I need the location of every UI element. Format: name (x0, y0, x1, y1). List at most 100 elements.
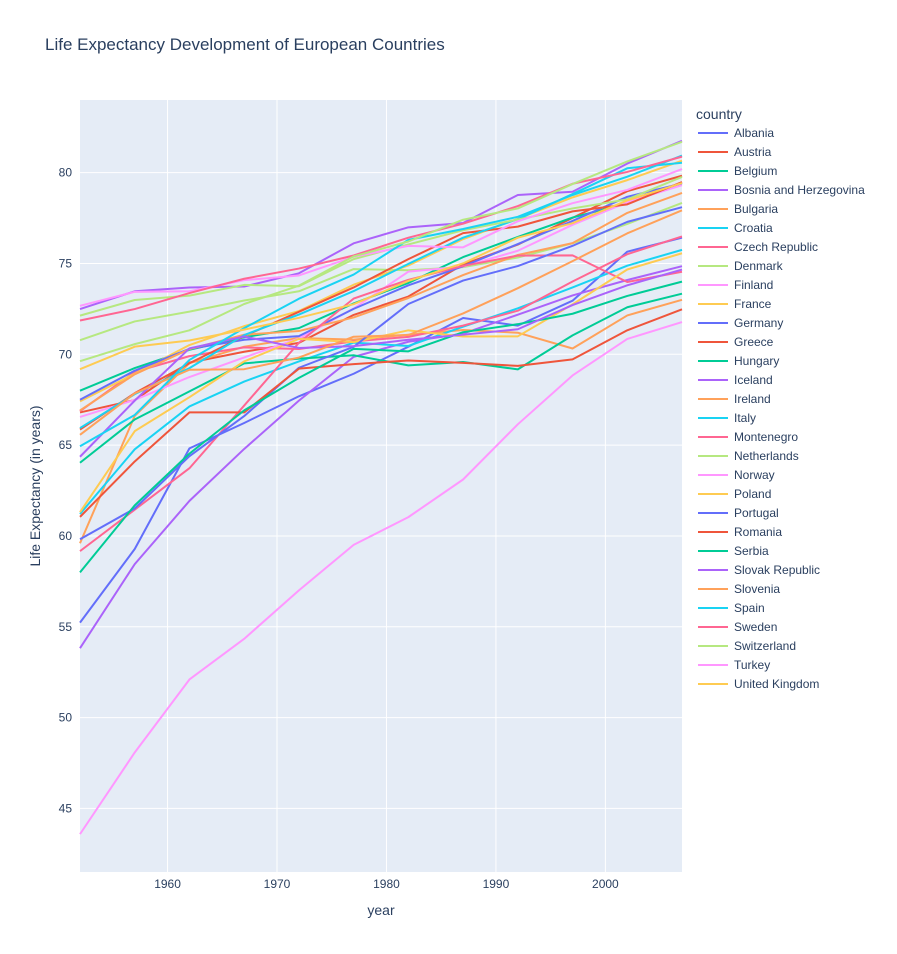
series-line-croatia (79, 248, 683, 515)
legend-item-ireland[interactable]: Ireland (698, 392, 771, 406)
legend-label: Belgium (734, 164, 777, 178)
y-tick-label: 55 (59, 620, 73, 634)
y-tick-label: 80 (59, 166, 73, 180)
legend-item-united-kingdom[interactable]: United Kingdom (698, 677, 819, 691)
legend-label: Serbia (734, 544, 769, 558)
x-tick-labels: 1960 1970 1980 1990 2000 (154, 877, 619, 891)
series-line-france (79, 159, 683, 403)
legend-item-croatia[interactable]: Croatia (698, 221, 773, 235)
series-line-norway (79, 168, 683, 307)
legend-label: Italy (734, 411, 756, 425)
legend-label: Ireland (734, 392, 771, 406)
y-tick-labels: 45 50 55 60 65 70 75 80 (59, 166, 73, 816)
legend-label: Croatia (734, 221, 773, 235)
series-line-ireland (79, 191, 683, 412)
chart-title: Life Expectancy Development of European … (45, 35, 445, 54)
legend-item-romania[interactable]: Romania (698, 525, 782, 539)
series-line-united-kingdom (79, 182, 683, 371)
legend-item-greece[interactable]: Greece (698, 335, 774, 349)
x-tick-label: 1970 (264, 877, 291, 891)
legend-item-sweden[interactable]: Sweden (698, 620, 777, 634)
x-tick-label: 1960 (154, 877, 181, 891)
series-line-slovenia (79, 209, 683, 436)
legend-label: Montenegro (734, 430, 798, 444)
legend-item-portugal[interactable]: Portugal (698, 506, 779, 520)
series-line-turkey (79, 321, 683, 835)
legend-title: country (696, 106, 742, 122)
legend-item-turkey[interactable]: Turkey (698, 658, 770, 672)
legend-label: Norway (734, 468, 775, 482)
legend-item-albania[interactable]: Albania (698, 126, 774, 140)
y-tick-label: 70 (59, 347, 73, 361)
legend-item-slovak-republic[interactable]: Slovak Republic (698, 563, 820, 577)
series-line-sweden (79, 155, 683, 322)
plot-area (80, 100, 682, 872)
legend-label: Albania (734, 126, 774, 140)
y-tick-label: 60 (59, 529, 73, 543)
y-tick-label: 65 (59, 438, 73, 452)
x-tick-label: 1990 (483, 877, 510, 891)
x-tick-label: 1980 (373, 877, 400, 891)
series-line-serbia (79, 280, 683, 573)
legend-label: Poland (734, 487, 771, 501)
legend-label: Czech Republic (734, 240, 818, 254)
legend-label: United Kingdom (734, 677, 819, 691)
legend-item-france[interactable]: France (698, 297, 772, 311)
legend-item-hungary[interactable]: Hungary (698, 354, 779, 368)
y-tick-label: 75 (59, 256, 73, 270)
legend-item-austria[interactable]: Austria (698, 145, 772, 159)
legend-label: Netherlands (734, 449, 799, 463)
series-line-iceland (79, 139, 683, 311)
gridlines (80, 100, 682, 872)
legend-label: Switzerland (734, 639, 796, 653)
legend-item-switzerland[interactable]: Switzerland (698, 639, 796, 653)
legend-item-iceland[interactable]: Iceland (698, 373, 773, 387)
series-line-denmark (79, 202, 683, 342)
legend-item-czech-republic[interactable]: Czech Republic (698, 240, 818, 254)
x-tick-label: 2000 (592, 877, 619, 891)
legend-item-montenegro[interactable]: Montenegro (698, 430, 798, 444)
legend-label: Bulgaria (734, 202, 778, 216)
legend-item-denmark[interactable]: Denmark (698, 259, 784, 273)
legend-label: Denmark (734, 259, 784, 273)
series-line-portugal (79, 206, 683, 541)
legend-label: Spain (734, 601, 765, 615)
legend-item-finland[interactable]: Finland (698, 278, 773, 292)
y-tick-label: 45 (59, 801, 73, 815)
series-line-montenegro (79, 254, 683, 552)
legend-item-belgium[interactable]: Belgium (698, 164, 777, 178)
legend-item-netherlands[interactable]: Netherlands (698, 449, 799, 463)
legend-item-bulgaria[interactable]: Bulgaria (698, 202, 778, 216)
legend[interactable]: Albania Austria Belgium Bosnia and Herzegov… (698, 126, 865, 691)
legend-item-norway[interactable]: Norway (698, 468, 775, 482)
series-line-hungary (79, 292, 683, 464)
series-line-italy (79, 161, 683, 429)
legend-label: Sweden (734, 620, 777, 634)
legend-label: Hungary (734, 354, 779, 368)
series-line-czech-republic (79, 235, 683, 412)
legend-label: Iceland (734, 373, 773, 387)
legend-label: Slovak Republic (734, 563, 820, 577)
legend-label: Slovenia (734, 582, 780, 596)
legend-item-spain[interactable]: Spain (698, 601, 765, 615)
y-tick-label: 50 (59, 711, 73, 725)
legend-item-bosnia-and-herzegovina[interactable]: Bosnia and Herzegovina (698, 183, 865, 197)
legend-label: Bosnia and Herzegovina (734, 183, 865, 197)
legend-item-germany[interactable]: Germany (698, 316, 783, 330)
legend-item-poland[interactable]: Poland (698, 487, 771, 501)
series-lines (79, 139, 683, 835)
legend-item-italy[interactable]: Italy (698, 411, 756, 425)
legend-item-serbia[interactable]: Serbia (698, 544, 769, 558)
series-line-slovak-republic (79, 268, 683, 458)
legend-label: Germany (734, 316, 783, 330)
legend-label: Finland (734, 278, 773, 292)
legend-label: Romania (734, 525, 782, 539)
y-axis-title: Life Expectancy (in years) (27, 405, 43, 566)
legend-label: Austria (734, 145, 772, 159)
series-line-spain (79, 154, 683, 448)
legend-label: Portugal (734, 506, 779, 520)
legend-item-slovenia[interactable]: Slovenia (698, 582, 780, 596)
x-axis-title: year (367, 902, 395, 918)
legend-label: France (734, 297, 772, 311)
